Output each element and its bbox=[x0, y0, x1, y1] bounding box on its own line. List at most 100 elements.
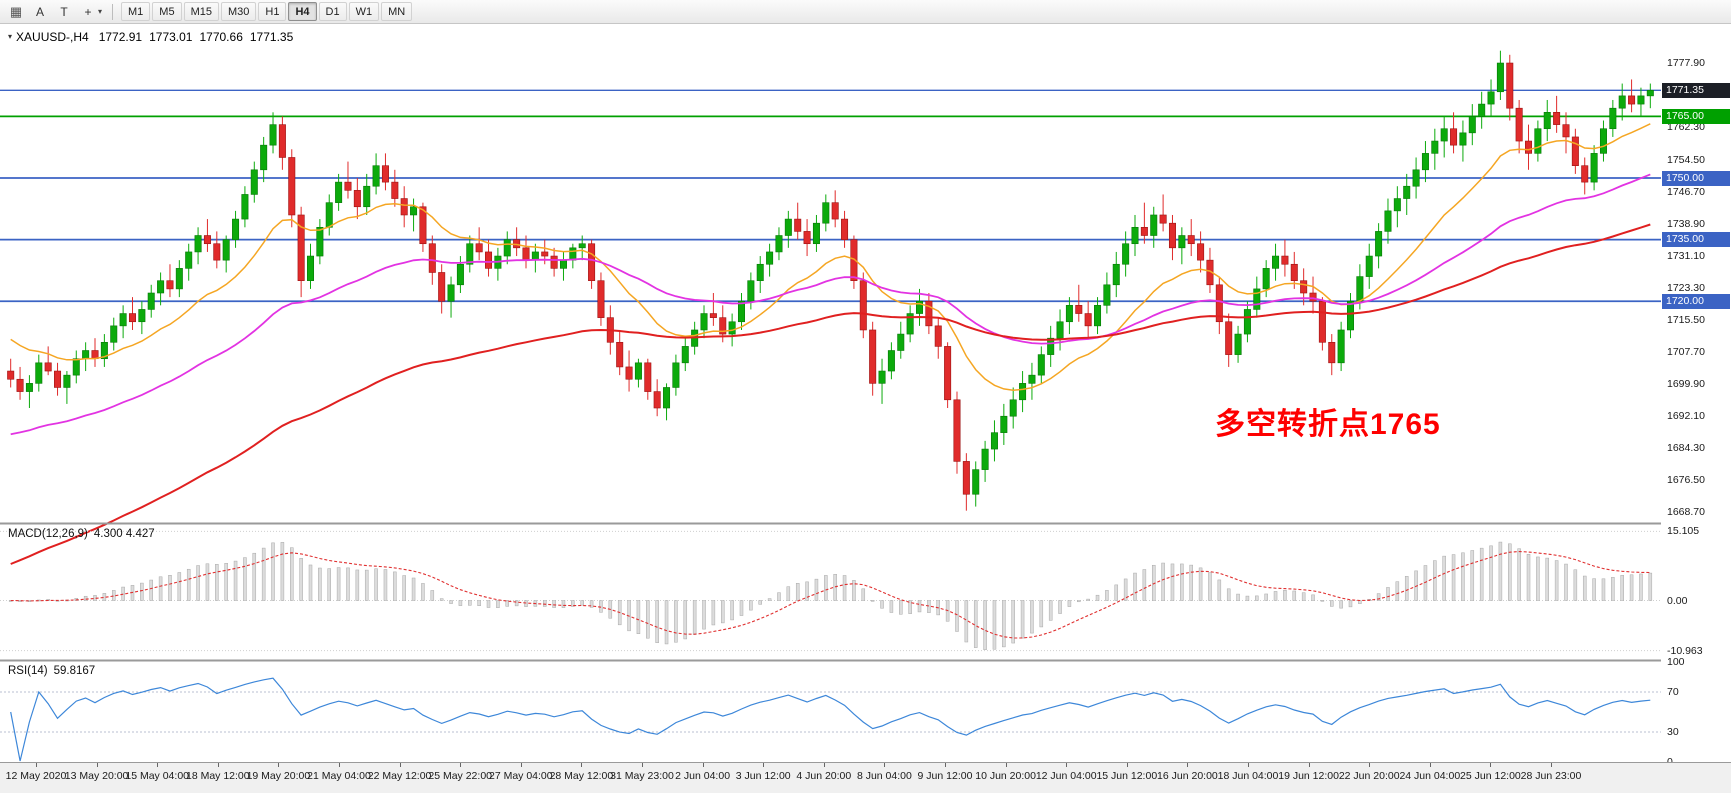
chart-symbol: XAUUSD-,H4 bbox=[16, 30, 89, 44]
price-axis-label: 1723.30 bbox=[1667, 281, 1705, 294]
timeframe-button-m1[interactable]: M1 bbox=[121, 2, 151, 21]
time-axis-tick bbox=[1126, 763, 1128, 767]
price-axis-label: 1746.70 bbox=[1667, 185, 1705, 198]
time-label: 19 May 20:00 bbox=[246, 770, 311, 782]
time-axis-tick bbox=[1187, 763, 1189, 767]
toolbar-separator bbox=[112, 3, 114, 20]
time-label: 28 Jun 23:00 bbox=[1520, 770, 1582, 782]
text-label-tool-button[interactable]: T bbox=[52, 2, 76, 22]
time-axis-tick bbox=[1005, 763, 1007, 767]
time-axis-tick bbox=[339, 763, 340, 767]
price-axis-label: 1754.50 bbox=[1667, 153, 1705, 166]
panel-separators bbox=[0, 24, 1731, 762]
price-axis-label: 1731.10 bbox=[1667, 249, 1705, 262]
time-axis-tick bbox=[823, 763, 825, 767]
time-label: 12 Jun 04:00 bbox=[1035, 770, 1097, 782]
price-axis-label: 1668.70 bbox=[1667, 505, 1705, 518]
price-axis-label: 1707.70 bbox=[1667, 345, 1705, 358]
horizontal-level-lines bbox=[0, 89, 1661, 303]
macd-pane-graphics bbox=[0, 530, 1661, 652]
text-tool-button[interactable]: A bbox=[28, 2, 52, 22]
time-axis-tick bbox=[1490, 763, 1492, 767]
timeframe-button-d1[interactable]: D1 bbox=[318, 2, 347, 21]
time-label: 12 May 2020 bbox=[5, 770, 67, 782]
time-label: 18 Jun 04:00 bbox=[1217, 770, 1279, 782]
time-label: 31 May 23:00 bbox=[610, 770, 674, 782]
macd-label: MACD(12,26,9) 4.300 4.427 bbox=[8, 528, 161, 540]
time-axis-tick bbox=[884, 763, 886, 767]
time-axis-tick bbox=[1429, 763, 1431, 767]
time-label: 25 May 22:00 bbox=[428, 770, 493, 782]
time-label: 21 May 04:00 bbox=[307, 770, 371, 782]
time-label: 15 May 04:00 bbox=[125, 770, 190, 782]
time-axis[interactable]: 12 May 2020 13 May 20:00 15 May 04:00 18 Ma… bbox=[0, 762, 1731, 793]
timeframe-button-mn[interactable]: MN bbox=[381, 2, 413, 21]
price-axis-label: 1684.30 bbox=[1667, 441, 1705, 454]
price-axis[interactable]: 1777.901770.101762.301754.501746.701738.… bbox=[1661, 24, 1731, 768]
time-axis-tick bbox=[217, 763, 219, 767]
ma-mid-line bbox=[10, 173, 1651, 436]
time-label: 10 Jun 20:00 bbox=[975, 770, 1036, 782]
price-level-badge: 1750.00 bbox=[1662, 170, 1730, 186]
time-label: 9 Jun 12:00 bbox=[917, 770, 973, 782]
ohlc-open: 1772.91 bbox=[98, 30, 143, 44]
price-axis-label: 1738.90 bbox=[1667, 217, 1705, 230]
timeframe-button-m5[interactable]: M5 bbox=[152, 2, 182, 21]
time-axis-tick bbox=[763, 763, 765, 767]
time-axis-tick bbox=[157, 763, 159, 767]
time-label: 22 May 12:00 bbox=[367, 770, 432, 782]
current-price-badge: 1771.35 bbox=[1662, 82, 1730, 98]
toolbar: ▦ A T + ▾ M1 M5 M15 M30 H1 H4 D1 W1 MN bbox=[0, 0, 1731, 24]
time-axis-tick bbox=[1551, 763, 1552, 767]
rsi-pane-graphics bbox=[0, 677, 1661, 762]
crosshair-tool-button[interactable]: + bbox=[76, 2, 100, 22]
price-axis-label: 1699.90 bbox=[1667, 377, 1705, 390]
time-axis-tick bbox=[460, 763, 462, 767]
time-axis-tick bbox=[702, 763, 704, 767]
timeframe-button-m15[interactable]: M15 bbox=[183, 2, 219, 21]
time-axis-tick bbox=[278, 763, 280, 767]
price-axis-label: 1777.90 bbox=[1667, 57, 1705, 70]
timeframe-button-m30[interactable]: M30 bbox=[220, 2, 257, 21]
chart-header: ▾ XAUUSD-,H4 1772.91 1773.01 1770.66 1771.35 bbox=[8, 30, 300, 44]
pivot-annotation: 多空转折点1765 bbox=[1215, 408, 1441, 441]
time-label: 2 Jun 04:00 bbox=[675, 770, 731, 782]
tool-dropdown-caret-icon[interactable]: ▾ bbox=[98, 7, 103, 16]
macd-signal-line bbox=[10, 550, 1651, 639]
time-label: 27 May 04:00 bbox=[488, 770, 553, 782]
rsi-label: RSI(14) 59.8167 bbox=[8, 665, 101, 677]
time-axis-tick bbox=[1066, 763, 1068, 767]
symbol-dropdown-icon[interactable]: ▾ bbox=[8, 32, 13, 41]
price-axis-label: 1692.10 bbox=[1667, 409, 1705, 422]
timeframe-button-w1[interactable]: W1 bbox=[348, 2, 380, 21]
timeframe-button-h1[interactable]: H1 bbox=[258, 2, 287, 21]
tool-group: ▦ A T + ▾ bbox=[4, 2, 105, 22]
time-axis-tick bbox=[945, 763, 946, 767]
rsi-axis-label: 30 bbox=[1667, 726, 1679, 738]
price-level-badge: 1735.00 bbox=[1662, 232, 1730, 248]
time-label: 8 Jun 04:00 bbox=[856, 770, 912, 782]
ma-fast-line bbox=[10, 123, 1651, 391]
time-axis-tick bbox=[96, 763, 98, 767]
ohlc-low: 1770.66 bbox=[199, 30, 243, 44]
candles bbox=[7, 50, 1654, 511]
rsi-name: RSI(14) bbox=[8, 665, 48, 677]
time-label: 16 Jun 20:00 bbox=[1157, 770, 1218, 782]
timeframe-button-h4[interactable]: H4 bbox=[288, 2, 317, 21]
macd-axis-label: 15.105 bbox=[1667, 525, 1700, 538]
time-axis-tick bbox=[581, 763, 583, 767]
price-level-badge: 1720.00 bbox=[1662, 293, 1730, 309]
macd-name: MACD(12,26,9) bbox=[8, 528, 88, 540]
macd-axis-label: -10.963 bbox=[1667, 644, 1703, 657]
ohlc-high: 1773.01 bbox=[149, 30, 193, 44]
rsi-axis-label: 100 bbox=[1667, 656, 1685, 668]
charts-grid-tool-button[interactable]: ▦ bbox=[4, 2, 28, 22]
time-label: 22 Jun 20:00 bbox=[1338, 770, 1400, 782]
time-label: 15 Jun 12:00 bbox=[1096, 770, 1158, 782]
time-label: 24 Jun 04:00 bbox=[1399, 770, 1461, 782]
time-axis-tick bbox=[520, 763, 522, 767]
time-axis-tick bbox=[36, 763, 37, 767]
time-label: 28 May 12:00 bbox=[549, 770, 614, 782]
